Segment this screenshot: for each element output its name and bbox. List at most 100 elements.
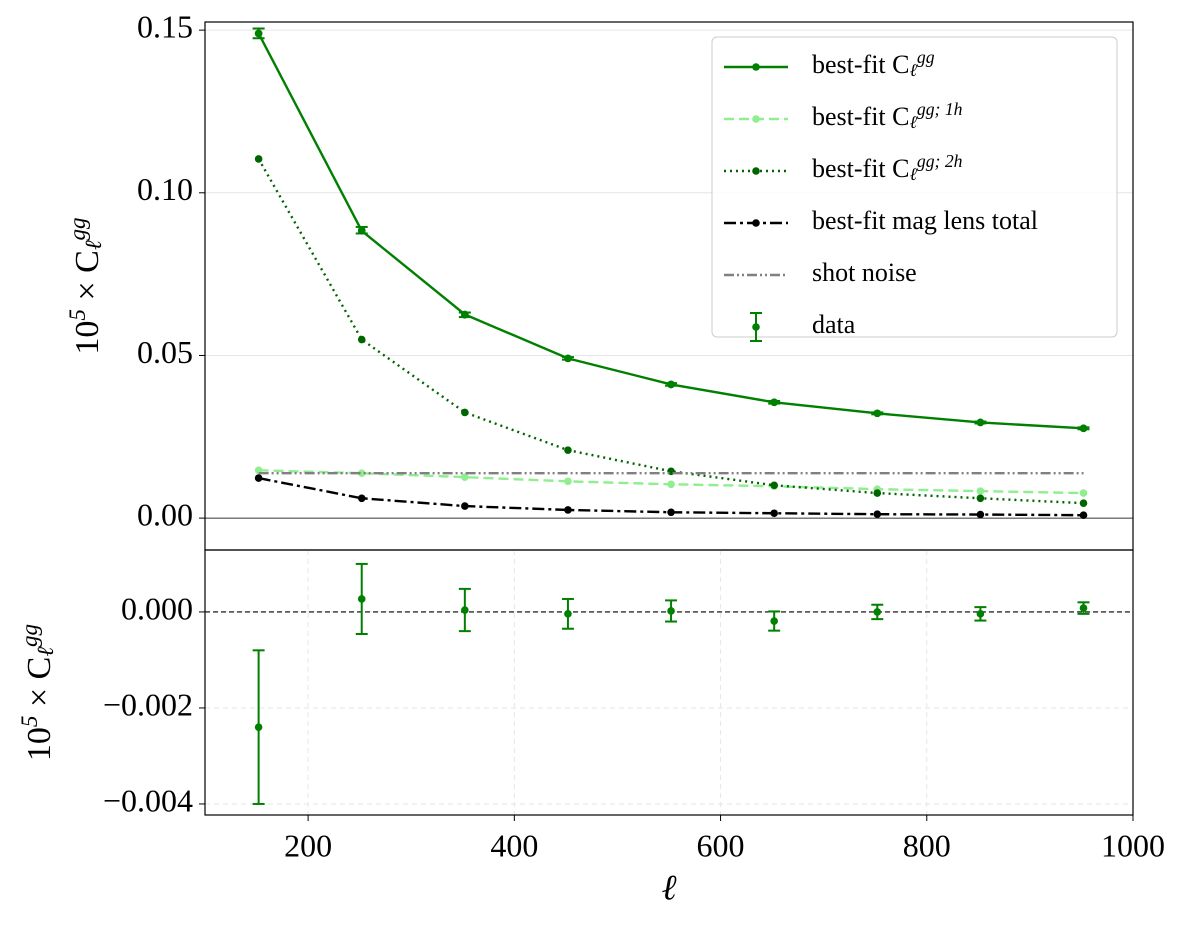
legend-marker — [752, 115, 760, 123]
marker — [461, 606, 469, 614]
text-part: gg — [917, 47, 935, 67]
text-part: ℓ — [81, 240, 107, 250]
marker — [1079, 604, 1088, 612]
marker — [357, 595, 366, 603]
y-tick-label: 0.15 — [137, 8, 193, 44]
text-part: ℓ — [910, 112, 918, 132]
marker — [254, 155, 263, 163]
text-part: gg — [65, 217, 91, 240]
marker — [976, 418, 985, 427]
legend-marker — [752, 167, 760, 175]
marker — [976, 610, 985, 618]
marker — [254, 29, 263, 38]
error-bar — [871, 603, 884, 621]
error-bar — [561, 597, 574, 630]
x-tick-label: 1000 — [1101, 827, 1165, 863]
y-axis-label: 105 × Cℓgg — [65, 217, 107, 354]
legend-label: shot noise — [812, 258, 917, 287]
error-bar — [1077, 601, 1090, 615]
text-part: gg; 2h — [917, 151, 963, 171]
y-tick-label: −0.004 — [103, 782, 193, 818]
marker — [564, 610, 572, 618]
marker — [976, 494, 985, 503]
x-axis-label: ℓ — [662, 867, 677, 907]
legend-box — [711, 36, 1118, 338]
error-bar — [974, 606, 987, 622]
marker — [461, 408, 469, 417]
marker — [564, 506, 572, 514]
text-part: ℓ — [33, 647, 59, 657]
error-bar — [355, 562, 368, 636]
text-part: shot noise — [812, 258, 917, 287]
y-tick-label: 0.10 — [137, 171, 193, 207]
y-tick-label: 0.000 — [121, 590, 193, 626]
marker — [461, 473, 469, 481]
text-part: 5 — [17, 716, 43, 728]
marker — [357, 469, 366, 478]
error-bar — [871, 409, 884, 418]
legend-label: best-fit Cℓgg; 2h — [812, 151, 963, 184]
error-bar — [665, 599, 678, 623]
marker — [770, 617, 778, 625]
legend-marker — [752, 323, 760, 331]
marker — [564, 446, 572, 454]
error-bar — [355, 225, 368, 235]
error-bar — [665, 380, 678, 389]
text-part: best-fit mag lens total — [812, 206, 1038, 235]
x-tick-label: 600 — [697, 827, 745, 863]
error-bar — [252, 649, 265, 805]
text-part: 10 — [69, 321, 106, 355]
legend-marker — [752, 63, 760, 71]
marker — [770, 481, 778, 490]
error-bar — [252, 27, 265, 40]
legend-label: best-fit mag lens total — [812, 206, 1038, 235]
marker — [873, 489, 882, 497]
text-part: best-fit C — [812, 50, 910, 79]
error-bar — [458, 310, 471, 319]
x-tick-label: 800 — [903, 827, 951, 863]
marker — [254, 474, 263, 482]
marker — [770, 509, 778, 518]
text-part: ℓ — [910, 164, 918, 184]
error-bar — [458, 587, 471, 633]
legend-label: best-fit Cℓgg — [812, 47, 935, 80]
text-part: × C — [21, 657, 58, 716]
legend-label: best-fit Cℓgg; 1h — [812, 99, 963, 132]
axes-frame — [204, 549, 1134, 816]
marker — [1079, 499, 1088, 507]
text-part: ℓ — [910, 60, 918, 80]
marker — [1079, 424, 1088, 433]
marker — [667, 380, 675, 389]
error-bar — [768, 398, 781, 407]
marker — [976, 510, 985, 519]
y-tick-label: 0.05 — [137, 334, 193, 370]
x-tick-label: 200 — [284, 827, 332, 863]
error-bar — [768, 610, 781, 632]
y-axis-label: 105 × Cℓgg — [17, 624, 59, 761]
marker — [254, 723, 263, 731]
marker — [667, 607, 675, 615]
marker — [667, 508, 675, 517]
marker — [461, 502, 469, 510]
marker — [770, 398, 778, 407]
text-part: 5 — [65, 309, 91, 321]
y-tick-label: −0.002 — [103, 686, 193, 722]
marker — [667, 480, 675, 489]
marker — [357, 226, 366, 235]
marker — [461, 310, 469, 319]
legend-marker — [752, 219, 760, 227]
error-bar — [974, 418, 987, 427]
marker — [873, 510, 882, 519]
marker — [1079, 489, 1088, 497]
y-tick-label: 0.00 — [137, 496, 193, 532]
x-tick-label: 400 — [490, 827, 538, 863]
marker — [357, 494, 366, 503]
text-part: × C — [69, 250, 106, 309]
text-part: gg; 1h — [917, 99, 963, 119]
legend-label: data — [812, 310, 856, 339]
marker — [976, 487, 985, 495]
text-part: best-fit C — [812, 102, 910, 131]
marker — [873, 608, 882, 616]
marker — [564, 354, 572, 363]
